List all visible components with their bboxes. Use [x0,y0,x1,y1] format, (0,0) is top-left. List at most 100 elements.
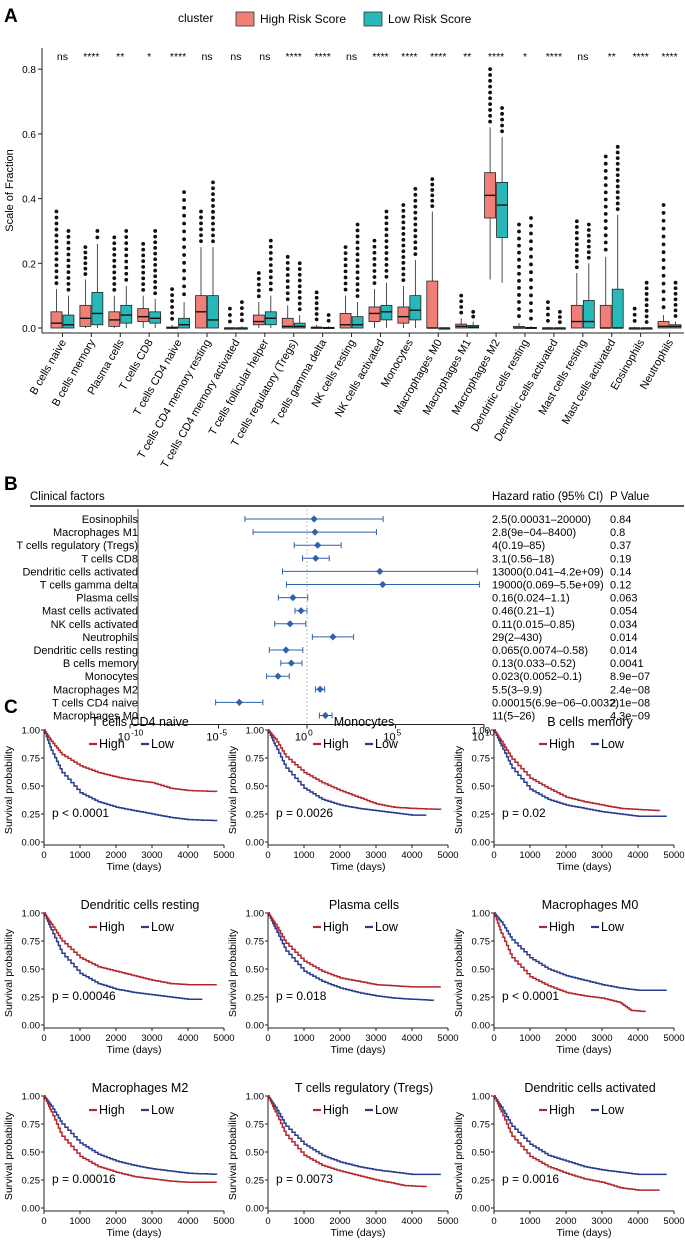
outlier-point [529,247,533,251]
box [611,288,624,329]
outlier-point [112,241,117,246]
survival-curve-low [268,729,427,816]
significance-label: ns [230,51,241,63]
outlier-point [603,211,608,216]
x-tick-label: 1000 [293,1033,314,1044]
x-axis-label: Time (days) [330,1227,385,1239]
outlier-point [384,221,389,226]
outlier-point [256,271,261,275]
hr-value: 2.8(9e−04–8400) [492,527,576,539]
x-tick-label: 5000 [213,1216,234,1227]
outlier-point [372,281,377,286]
x-axis-label: Time (days) [106,1227,161,1239]
box [149,311,162,324]
outlier-point [500,117,504,122]
x-tick-exponent: 0 [308,728,313,738]
hr-point [314,541,322,549]
km-title: Macrophages M0 [542,898,639,912]
km-title: Monocytes [334,715,394,729]
y-tick-label: 1.00 [246,909,265,920]
x-tick-label: 1000 [69,1216,90,1227]
outlier-point [517,271,521,276]
p-value: 0.054 [610,606,638,618]
outlier-point [285,273,290,277]
x-tick-label: 0 [491,1033,496,1044]
outlier-point [297,278,302,283]
x-tick-label: 3000 [365,850,386,861]
hr-point [287,659,295,667]
km-plot: 0.00 0.25 0.50 0.75 1.00 0 1000 2000 3000 4000 500… [227,1081,459,1239]
outlier-point [199,209,203,214]
outlier-point [529,262,533,267]
outlier-point [54,257,59,262]
outlier-point [268,263,273,267]
hr-point [274,672,282,680]
outlier-point [66,264,71,269]
outlier-point [632,318,637,323]
outlier-point [112,235,117,240]
outlier-point [615,161,620,166]
outlier-point [517,229,521,234]
y-tick-label: 1.00 [22,726,41,737]
x-tick-label: 2000 [105,850,126,861]
outlier-point [673,297,678,302]
outlier-point [240,306,244,311]
outlier-point [517,257,521,262]
y-axis-label: Survival probability [453,745,465,834]
significance-label: * [523,51,527,63]
outlier-point [54,275,59,280]
box [120,304,133,324]
outlier-point [615,190,620,195]
outlier-point [297,284,302,289]
legend-label-low: Low Risk Score [388,12,472,26]
x-tick-base: 10 [472,732,484,744]
survival-curve-low [44,729,218,822]
y-tick-label: 1.00 [22,1092,41,1103]
y-tick-label: 0.75 [472,937,491,948]
box [496,182,508,238]
factor-label: Macrophages M0 [53,711,138,723]
x-tick-label: 1000 [293,850,314,861]
outlier-point [256,276,261,281]
p-value: 0.063 [610,593,638,605]
outlier-point [430,204,435,209]
box [397,306,410,324]
box [178,317,190,329]
y-tick-label: 0.75 [22,754,41,765]
y-tick-label: 0.4 [22,195,36,206]
panel-c-label: C [4,697,18,718]
outlier-point [211,186,215,191]
y-tick-label: 0.75 [22,1120,41,1131]
outlier-point [268,238,273,243]
outlier-point [615,201,620,206]
outlier-point [430,188,435,192]
outlier-point [603,240,608,245]
significance-label: ns [57,51,68,63]
legend-label-low: Low [151,1103,175,1117]
x-tick-exponent: 10 [485,728,495,738]
outlier-point [170,293,174,298]
outlier-point [384,257,389,261]
outlier-point [170,311,174,315]
outlier-point [141,282,146,287]
outlier-point [488,90,492,95]
outlier-point [430,198,435,203]
factor-label: Plasma cells [76,593,138,605]
hr-point [235,698,243,706]
outlier-point [182,198,186,202]
panel-b-label: B [4,474,18,495]
y-tick-label: 0.00 [246,1021,265,1032]
km-plot: 0.00 0.25 0.50 0.75 1.00 0 1000 2000 3000 4000 500… [227,715,459,873]
significance-label: **** [372,51,388,63]
significance-label: ns [577,51,588,63]
y-tick-label: 0.75 [472,754,491,765]
outlier-point [517,236,521,241]
outlier-point [343,281,348,286]
outlier-point [54,239,59,244]
outlier-point [199,215,203,220]
outlier-point [413,246,418,251]
x-tick-label: 3000 [591,850,612,861]
y-tick-label: 1.00 [246,1092,265,1103]
p-value: p = 0.00016 [52,1172,116,1186]
outlier-point [401,226,406,231]
